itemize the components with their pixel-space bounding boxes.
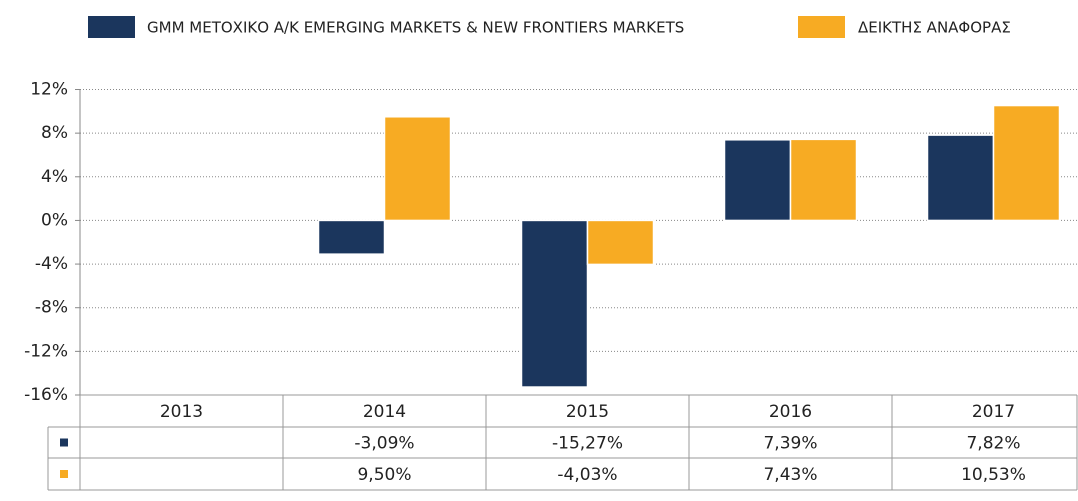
x-tick-label: 2015 [566,402,609,422]
value-label: 7,43% [763,465,817,485]
value-label: -4,03% [557,465,617,485]
bar [586,219,655,266]
legend-swatch [798,16,845,38]
y-tick-label: -16% [24,385,68,405]
x-tick-label: 2017 [972,402,1015,422]
bar [926,134,995,222]
legend-swatch [88,16,135,38]
y-tick-label: 8% [41,123,68,143]
y-tick-label: -4% [35,254,68,274]
value-label: 7,82% [966,434,1020,454]
value-label: -3,09% [354,434,414,454]
bar [317,219,386,255]
table-key [60,470,68,478]
legend-label: GMM ΜΕΤΟΧΙΚΟ Α/Κ EMERGING MARKETS & NEW … [147,19,684,37]
bar [992,104,1061,222]
value-label: 10,53% [961,465,1026,485]
y-tick-label: 0% [41,210,68,230]
x-tick-label: 2014 [363,402,406,422]
value-label: -15,27% [552,434,623,454]
legend-label: ΔΕΙΚΤΗΣ ΑΝΑΦΟΡΑΣ [858,19,1011,37]
x-tick-label: 2016 [769,402,812,422]
value-label: 7,39% [763,434,817,454]
y-tick-label: -8% [35,298,68,318]
x-tick-label: 2013 [160,402,203,422]
table-key [60,438,68,447]
y-tick-label: -12% [24,341,68,361]
bar [789,138,858,222]
y-tick-label: 12% [30,80,68,100]
y-tick-label: 4% [41,167,68,187]
bar [520,219,589,388]
value-label: 9,50% [357,465,411,485]
bar [383,116,452,222]
bar [723,139,792,222]
